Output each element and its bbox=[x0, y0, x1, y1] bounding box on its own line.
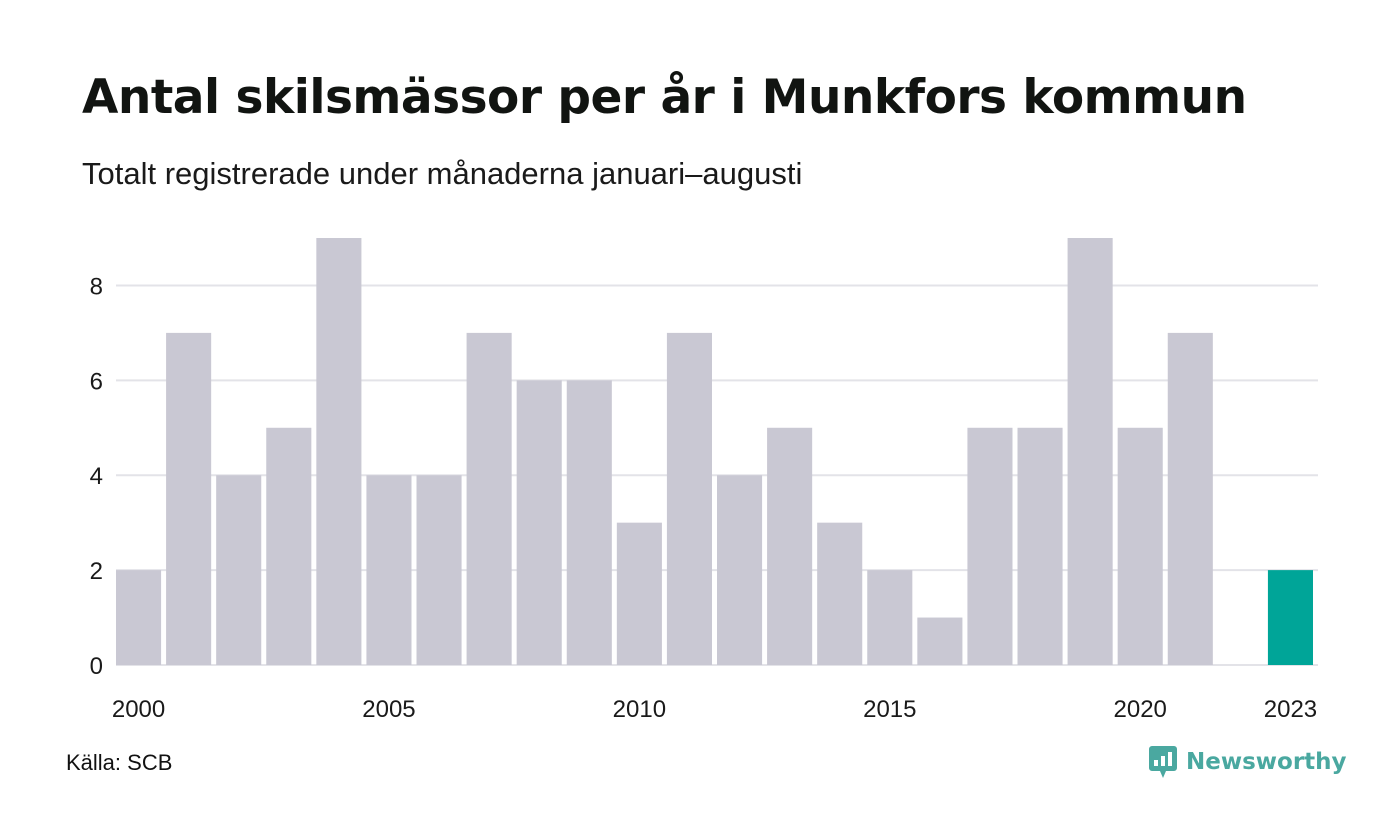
bar-2006 bbox=[416, 475, 462, 665]
bar-2007 bbox=[466, 332, 512, 665]
brand-name: Newsworthy bbox=[1186, 749, 1347, 775]
bar-2005 bbox=[366, 475, 412, 665]
bar-2003 bbox=[266, 427, 312, 665]
bar-chart: 0 2 4 6 8 2000 2005 2010 2015 2020 2023 bbox=[90, 238, 1318, 723]
y-tick-label: 0 bbox=[90, 653, 103, 680]
bar-2021 bbox=[1167, 332, 1213, 665]
bar-2017 bbox=[967, 427, 1013, 665]
bars bbox=[116, 238, 1313, 665]
x-tick-label: 2000 bbox=[112, 696, 165, 723]
bar-2010 bbox=[616, 522, 662, 665]
bar-2013 bbox=[767, 427, 813, 665]
y-tick-label: 2 bbox=[90, 558, 103, 585]
y-axis-ticks: 0 2 4 6 8 bbox=[90, 273, 103, 680]
bar-2000 bbox=[116, 570, 162, 665]
x-tick-label: 2005 bbox=[362, 696, 415, 723]
bar-2015 bbox=[867, 570, 913, 665]
y-tick-label: 6 bbox=[90, 368, 103, 395]
newsworthy-logo-icon bbox=[1149, 746, 1177, 778]
bar-2009 bbox=[566, 380, 612, 665]
bar-2023 bbox=[1267, 570, 1313, 665]
chart-title: Antal skilsmässor per år i Munkfors komm… bbox=[82, 70, 1247, 125]
bar-2004 bbox=[316, 238, 362, 665]
source-note: Källa: SCB bbox=[66, 750, 173, 775]
x-tick-label: 2015 bbox=[863, 696, 916, 723]
x-tick-label: 2010 bbox=[613, 696, 666, 723]
bar-2012 bbox=[717, 475, 763, 665]
chart-subtitle: Totalt registrerade under månaderna janu… bbox=[82, 156, 803, 191]
bar-2001 bbox=[166, 332, 212, 665]
bar-2019 bbox=[1067, 238, 1113, 665]
bar-2008 bbox=[516, 380, 562, 665]
bar-2014 bbox=[817, 522, 863, 665]
bar-2011 bbox=[666, 332, 712, 665]
brand-logo[interactable]: Newsworthy bbox=[1148, 744, 1347, 780]
y-tick-label: 4 bbox=[90, 463, 103, 490]
x-axis-ticks: 2000 2005 2010 2015 2020 2023 bbox=[112, 696, 1317, 723]
x-tick-label: 2023 bbox=[1264, 696, 1317, 723]
bar-2016 bbox=[917, 617, 963, 665]
bar-2020 bbox=[1117, 427, 1163, 665]
bar-2018 bbox=[1017, 427, 1063, 665]
y-tick-label: 8 bbox=[90, 273, 103, 300]
x-tick-label: 2020 bbox=[1114, 696, 1167, 723]
bar-2002 bbox=[216, 475, 262, 665]
